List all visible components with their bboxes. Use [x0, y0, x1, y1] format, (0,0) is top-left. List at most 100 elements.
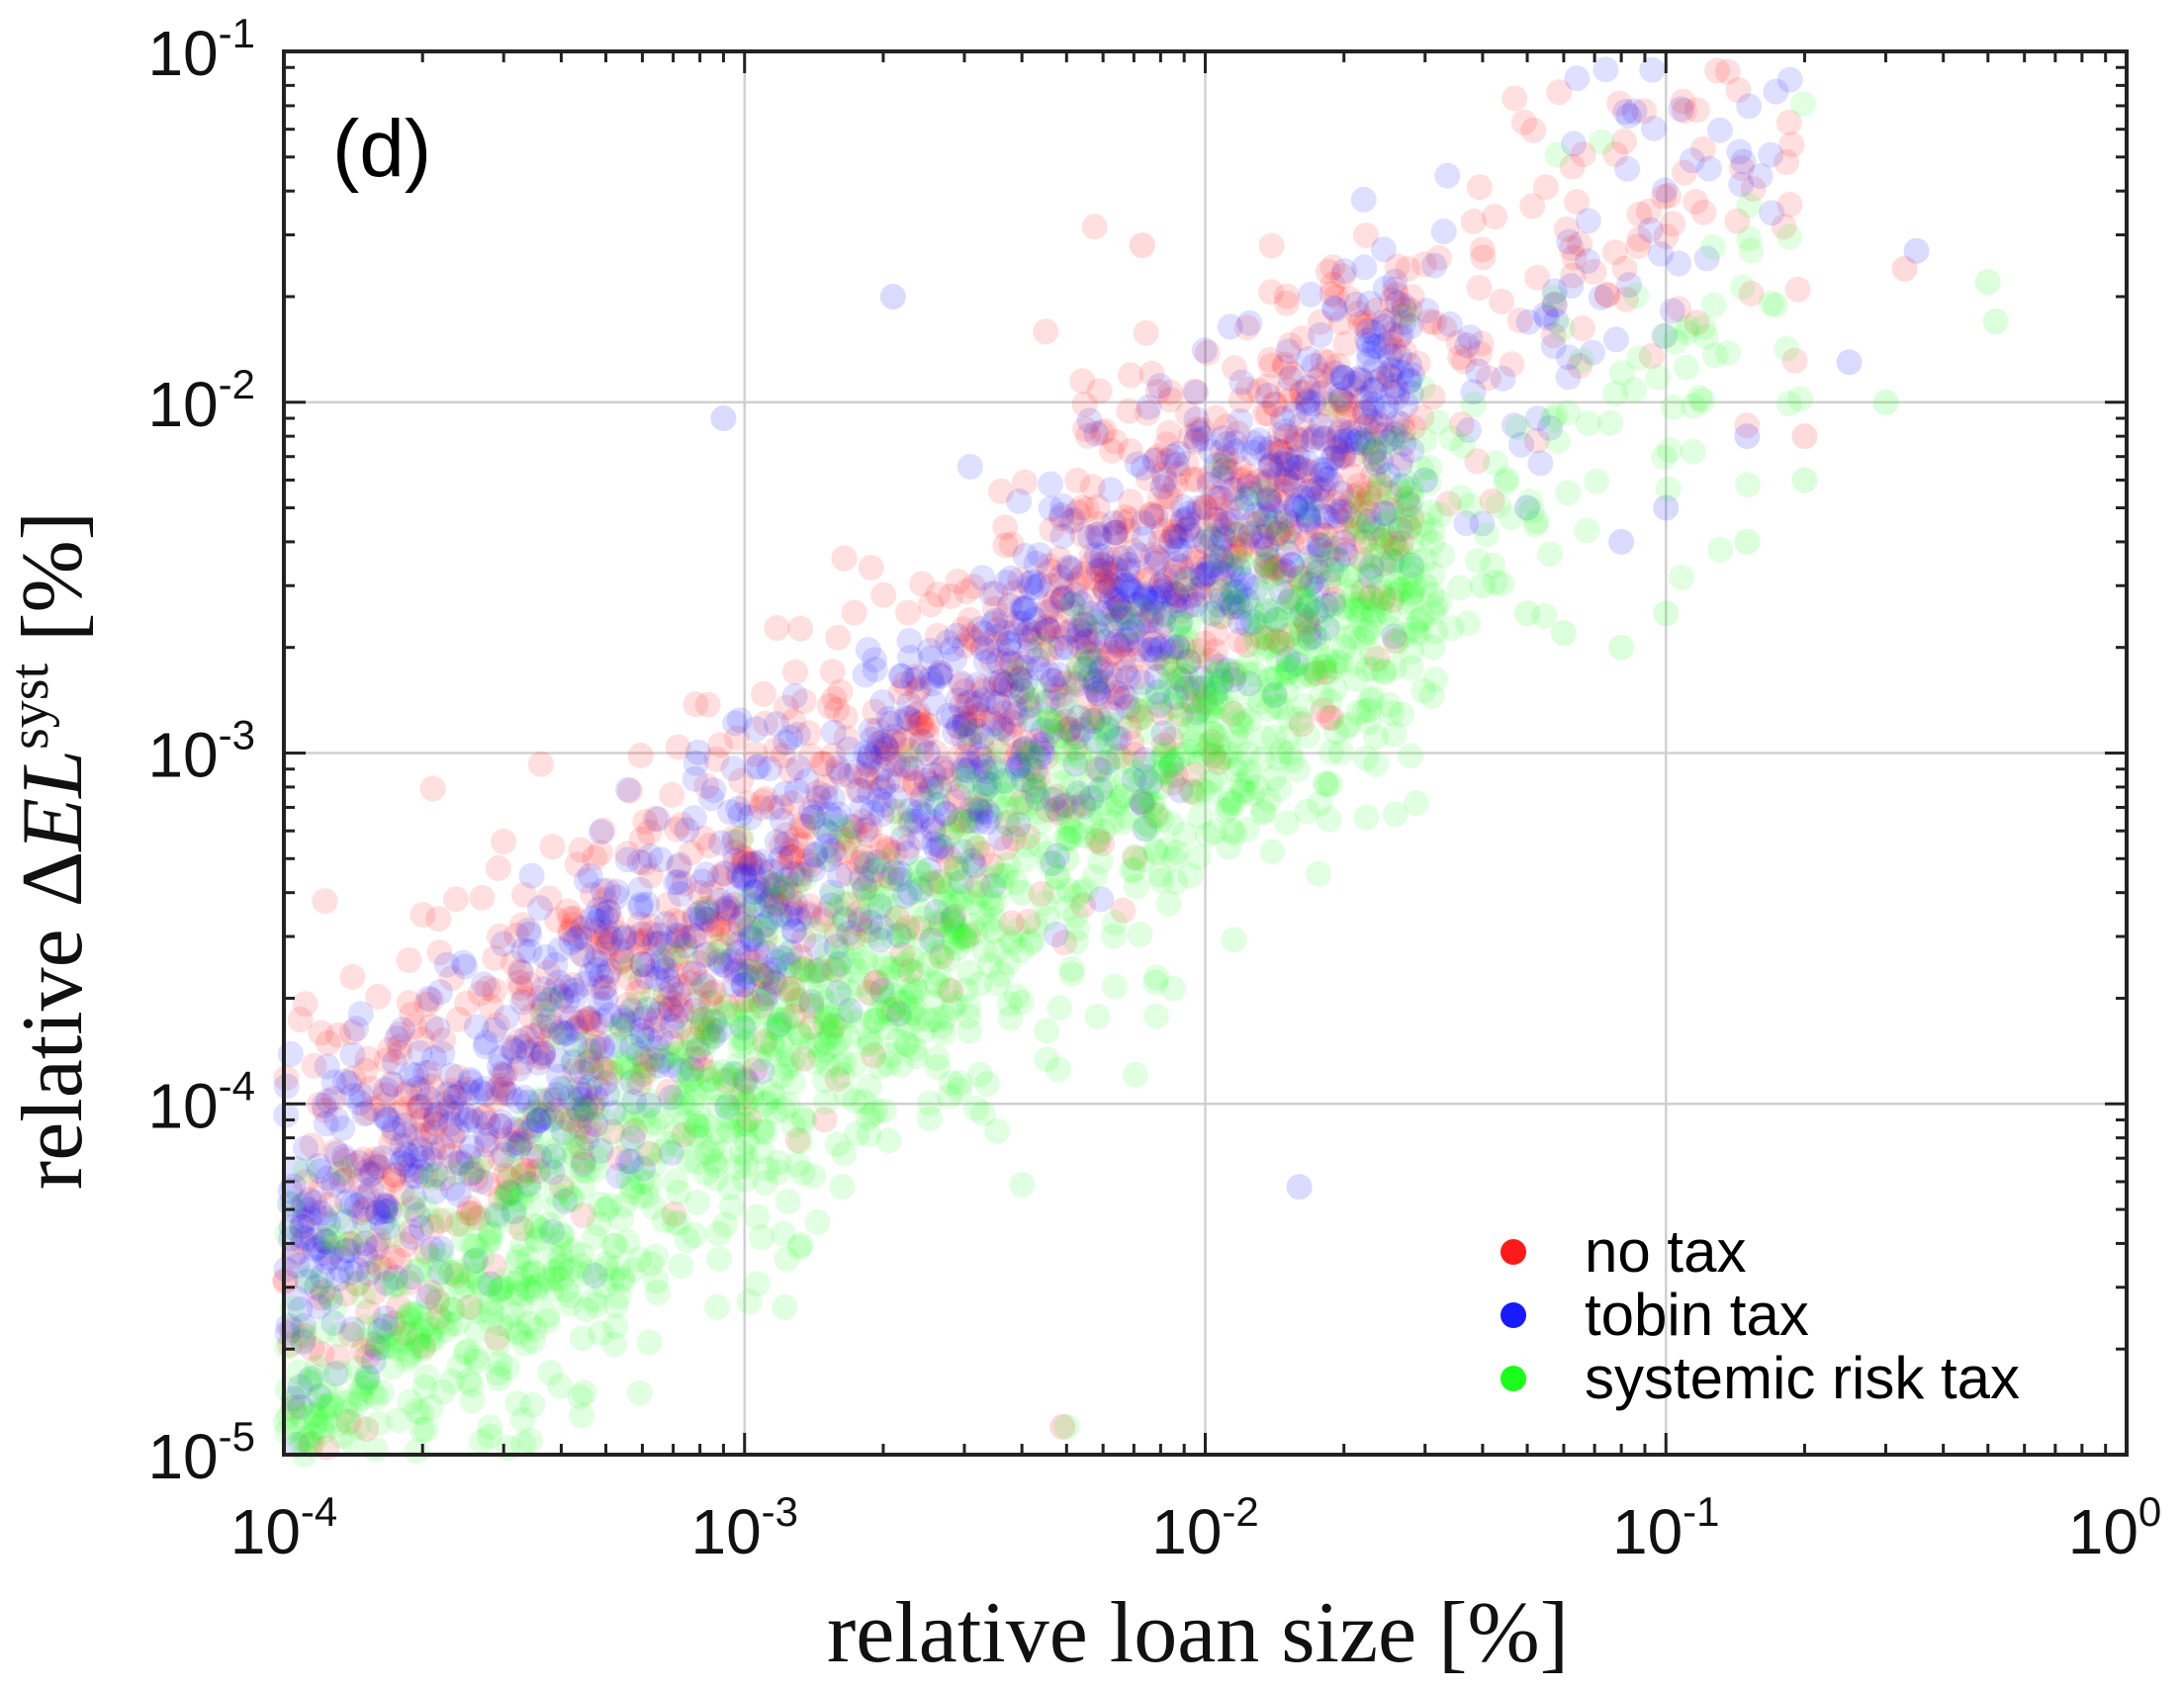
scatter-point [1376, 328, 1403, 355]
scatter-point [554, 1020, 580, 1046]
scatter-point [1383, 282, 1410, 309]
scatter-point [1258, 232, 1285, 259]
scatter-point [1306, 860, 1331, 887]
scatter-point [1101, 519, 1128, 546]
scatter-point [1289, 602, 1316, 629]
scatter-point [1734, 528, 1761, 555]
scatter-point [1010, 766, 1037, 792]
scatter-point [1039, 516, 1065, 543]
scatter-point [1267, 552, 1294, 578]
scatter-point [373, 1077, 400, 1104]
scatter-point [397, 1078, 422, 1105]
scatter-point [347, 1200, 374, 1226]
scatter-point [1655, 476, 1682, 502]
scatter-point [947, 806, 973, 833]
scatter-point [310, 1279, 336, 1305]
scatter-point [578, 1048, 604, 1074]
scatter-point [809, 907, 836, 934]
scatter-point [956, 1018, 982, 1044]
scatter-point [891, 670, 918, 697]
scatter-point [1133, 763, 1159, 790]
scatter-point [784, 721, 811, 748]
scatter-point [1049, 523, 1076, 550]
scatter-point [1078, 543, 1105, 570]
scatter-point [1102, 576, 1129, 602]
scatter-point [611, 924, 638, 950]
scatter-point [280, 1394, 307, 1421]
scatter-point [331, 1167, 358, 1194]
scatter-point [1350, 578, 1377, 604]
scatter-point [1323, 437, 1350, 463]
scatter-point [478, 994, 504, 1021]
scatter-point [1738, 280, 1765, 307]
scatter-point [678, 840, 704, 866]
scatter-point [680, 923, 706, 949]
scatter-point [1397, 367, 1423, 394]
scatter-point [954, 808, 979, 835]
scatter-point [1346, 486, 1373, 512]
scatter-point [419, 1236, 446, 1263]
scatter-point [784, 988, 811, 1014]
scatter-point [1097, 573, 1124, 599]
scatter-point [320, 1085, 347, 1112]
scatter-point [831, 545, 858, 572]
scatter-point [389, 1179, 415, 1205]
scatter-point [629, 1169, 656, 1195]
scatter-point [1315, 541, 1341, 568]
scatter-point [794, 847, 821, 874]
scatter-point [403, 1143, 428, 1170]
scatter-point [1325, 445, 1352, 472]
scatter-point [864, 717, 891, 744]
scatter-point [780, 1003, 807, 1029]
scatter-point [1177, 423, 1204, 450]
scatter-point [469, 1146, 496, 1173]
scatter-point [965, 797, 992, 824]
scatter-point [748, 962, 774, 989]
scatter-point [1205, 749, 1231, 775]
scatter-point [1052, 708, 1079, 735]
scatter-point [887, 798, 914, 825]
scatter-point [410, 1078, 436, 1105]
scatter-point [1050, 584, 1077, 611]
scatter-point [1564, 189, 1591, 216]
scatter-point [353, 1416, 380, 1443]
scatter-point [1320, 586, 1347, 613]
scatter-point [1362, 420, 1389, 447]
scatter-point [501, 1136, 528, 1163]
scatter-point [1323, 284, 1350, 311]
scatter-point [1714, 58, 1741, 85]
scatter-point [339, 1041, 366, 1068]
scatter-point [307, 1091, 333, 1117]
scatter-point [1199, 729, 1225, 756]
scatter-point [1171, 821, 1198, 847]
scatter-point [1157, 484, 1184, 510]
scatter-point [959, 626, 986, 653]
scatter-point [1090, 818, 1117, 845]
scatter-point [1263, 606, 1290, 633]
scatter-point [563, 926, 589, 952]
scatter-point [794, 900, 821, 927]
scatter-point [1310, 489, 1336, 515]
scatter-point [1009, 1172, 1036, 1198]
scatter-point [1533, 305, 1560, 330]
scatter-point [1227, 455, 1253, 481]
scatter-point [662, 908, 688, 934]
scatter-point [408, 1093, 434, 1119]
scatter-point [758, 973, 784, 1000]
scatter-point [1205, 511, 1231, 538]
scatter-point [790, 813, 817, 840]
scatter-point [636, 819, 663, 846]
scatter-point [1226, 520, 1252, 547]
scatter-point [1490, 365, 1516, 392]
scatter-point [1279, 361, 1306, 388]
scatter-point [706, 938, 733, 965]
scatter-point [777, 844, 804, 870]
scatter-point [665, 1179, 691, 1205]
scatter-point [1367, 471, 1394, 497]
scatter-point [1105, 743, 1132, 769]
scatter-point [1025, 785, 1050, 812]
scatter-point [768, 855, 794, 882]
scatter-point [1261, 391, 1287, 417]
scatter-point [1217, 313, 1243, 340]
scatter-point [1096, 593, 1123, 619]
